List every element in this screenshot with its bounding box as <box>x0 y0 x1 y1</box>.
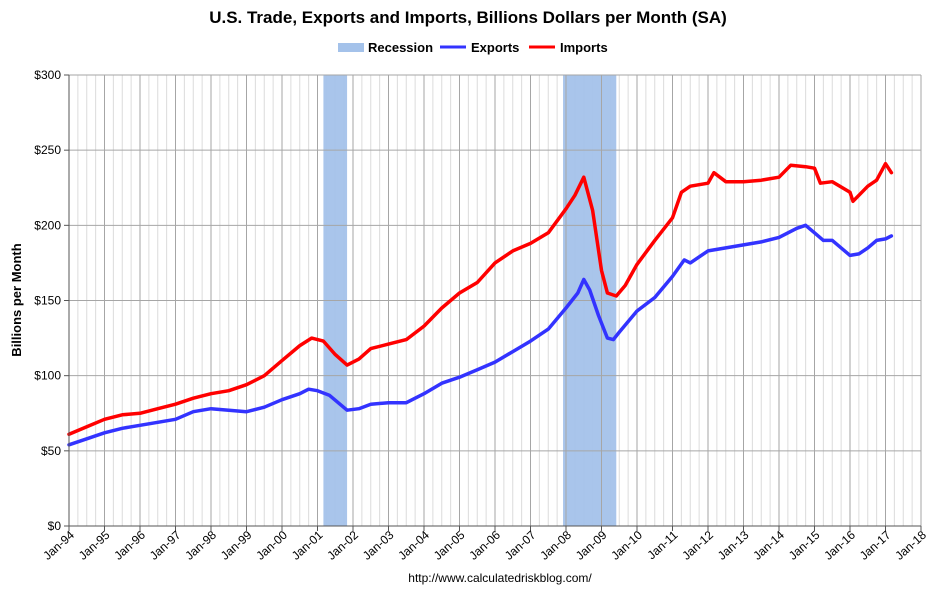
x-tick-label: Jan-02 <box>324 528 361 563</box>
y-axis-label: Billions per Month <box>9 243 24 356</box>
legend-label-recession: Recession <box>368 40 433 55</box>
series-line-imports <box>67 161 894 437</box>
x-tick-label: Jan-15 <box>786 528 823 563</box>
x-tick-label: Jan-10 <box>608 528 645 563</box>
x-tick-label: Jan-05 <box>431 528 468 563</box>
x-tick-label: Jan-14 <box>750 528 787 563</box>
y-tick-label: $150 <box>34 294 61 308</box>
plot-area: $0$50$100$150$200$250$300Jan-94Jan-95Jan… <box>34 68 929 563</box>
y-tick-label: $250 <box>34 143 61 157</box>
x-tick-label: Jan-99 <box>218 528 255 563</box>
x-tick-label: Jan-13 <box>715 528 752 563</box>
x-tick-label: Jan-00 <box>253 528 290 563</box>
source-label: http://www.calculatedriskblog.com/ <box>408 571 592 585</box>
x-tick-label: Jan-08 <box>537 528 574 563</box>
series-line-exports <box>67 223 894 447</box>
x-tick-label: Jan-97 <box>147 528 184 563</box>
x-tick-label: Jan-98 <box>182 528 219 563</box>
x-tick-label: Jan-06 <box>466 528 503 563</box>
x-tick-label: Jan-96 <box>111 528 148 563</box>
legend-label-imports: Imports <box>560 40 608 55</box>
y-tick-label: $100 <box>34 369 61 383</box>
y-tick-label: $0 <box>48 519 62 533</box>
y-tick-label: $200 <box>34 218 61 232</box>
x-tick-label: Jan-12 <box>679 528 716 563</box>
x-tick-label: Jan-01 <box>289 528 326 563</box>
legend-label-exports: Exports <box>471 40 519 55</box>
legend-swatch-recession <box>338 43 364 52</box>
chart-title: U.S. Trade, Exports and Imports, Billion… <box>209 8 727 27</box>
x-tick-label: Jan-18 <box>892 528 929 563</box>
y-tick-label: $50 <box>41 444 61 458</box>
x-tick-label: Jan-11 <box>645 528 681 563</box>
y-tick-label: $300 <box>34 68 61 82</box>
x-tick-label: Jan-04 <box>395 528 432 563</box>
x-tick-label: Jan-07 <box>502 528 539 563</box>
x-tick-label: Jan-16 <box>821 528 858 563</box>
x-tick-label: Jan-17 <box>857 528 894 563</box>
legend: Recession Exports Imports <box>338 40 608 55</box>
x-tick-label: Jan-09 <box>573 528 610 563</box>
x-tick-label: Jan-95 <box>76 528 113 563</box>
x-tick-label: Jan-03 <box>360 528 397 563</box>
